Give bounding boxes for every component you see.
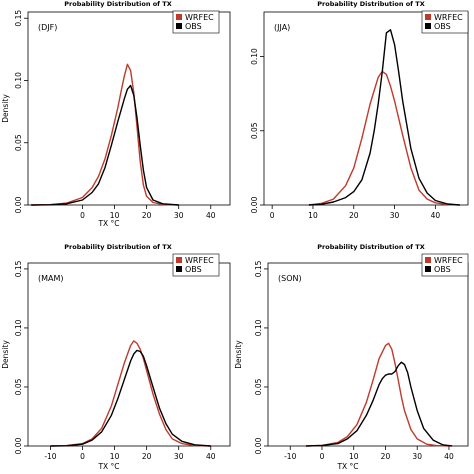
legend-swatch-obs — [425, 266, 431, 272]
chart-title: Probability Distribution of TX — [64, 243, 171, 251]
y-tick-label: 0.00 — [250, 196, 259, 213]
x-tick-label: 10 — [308, 211, 318, 220]
x-axis-label: TX °C — [336, 462, 358, 471]
season-annotation: (DJF) — [38, 23, 57, 32]
x-tick-label: 10 — [110, 452, 120, 461]
legend-box — [421, 10, 469, 34]
season-annotation: (SON) — [278, 274, 302, 283]
legend-label-wrfec: WRFEC — [185, 256, 214, 265]
x-tick-label: 40 — [444, 452, 454, 461]
y-axis-label: Density — [1, 94, 10, 123]
panel-djf: Probability Distribution of TX 0 10 20 30 40 0… — [1, 0, 231, 228]
legend-label-obs: OBS — [185, 265, 202, 274]
panel-son: Probability Distribution of TX -10 0 10 20 30… — [234, 243, 469, 471]
y-tick-label: 0.00 — [14, 196, 23, 213]
legend-label-wrfec: WRFEC — [434, 13, 463, 22]
x-tick-label: -10 — [284, 452, 296, 461]
chart-title: Probability Distribution of TX — [64, 0, 171, 8]
x-tick-label: 30 — [174, 452, 184, 461]
legend-swatch-wrfec — [176, 257, 182, 263]
x-tick-label: 20 — [142, 211, 152, 220]
x-tick-label: 40 — [431, 211, 441, 220]
legend-swatch-obs — [176, 23, 182, 29]
series-line-obs — [306, 361, 453, 447]
plot-frame — [27, 11, 231, 206]
x-tick-label: 10 — [110, 211, 120, 220]
season-annotation: (JJA) — [274, 23, 290, 32]
y-tick-label: 0.05 — [254, 378, 263, 395]
y-tick-label: 0.00 — [14, 437, 23, 454]
legend-label-obs: OBS — [185, 22, 202, 31]
y-tick-label: 0.10 — [250, 48, 259, 65]
chart-title: Probability Distribution of TX — [317, 243, 424, 251]
series-line-obs — [308, 29, 460, 206]
x-tick-label: 30 — [174, 211, 184, 220]
x-tick-label: 0 — [80, 211, 85, 220]
legend-swatch-wrfec — [425, 14, 431, 20]
legend-label-obs: OBS — [434, 22, 451, 31]
legend-box — [172, 10, 220, 34]
x-tick-label: 40 — [206, 211, 216, 220]
legend-swatch-obs — [176, 266, 182, 272]
series-line-wrfec — [306, 342, 450, 447]
y-tick-label: 0.10 — [14, 72, 23, 89]
x-tick-label: 0 — [80, 452, 85, 461]
x-tick-label: 40 — [206, 452, 216, 461]
plot-frame — [267, 262, 469, 447]
series-line-wrfec — [31, 63, 179, 206]
x-tick-label: 10 — [349, 452, 359, 461]
series-line-obs — [31, 84, 179, 206]
legend-label-wrfec: WRFEC — [434, 256, 463, 265]
y-tick-label: 0.15 — [14, 260, 23, 277]
x-axis-label: TX °C — [97, 462, 119, 471]
x-axis-label: TX °C — [97, 219, 119, 228]
y-axis-label: Density — [1, 340, 10, 369]
y-tick-label: 0.15 — [254, 260, 263, 277]
legend-box — [421, 253, 469, 277]
y-tick-label: 0.00 — [254, 437, 263, 454]
legend-label-wrfec: WRFEC — [185, 13, 214, 22]
series-line-obs — [50, 349, 211, 447]
legend-swatch-wrfec — [425, 257, 431, 263]
y-tick-label: 0.05 — [250, 122, 259, 139]
legend-label-obs: OBS — [434, 265, 451, 274]
x-tick-label: 20 — [349, 211, 359, 220]
x-tick-label: 20 — [142, 452, 152, 461]
plot-frame — [27, 262, 231, 447]
x-tick-label: 0 — [270, 211, 275, 220]
y-tick-label: 0.05 — [14, 134, 23, 151]
panel-jja: Probability Distribution of TX 0 10 20 30 40 0… — [250, 0, 469, 220]
plot-frame — [263, 11, 469, 206]
y-tick-label: 0.05 — [14, 378, 23, 395]
series-line-wrfec — [308, 70, 460, 206]
panel-mam: Probability Distribution of TX -10 0 10 20 30… — [1, 243, 231, 471]
x-tick-label: -10 — [44, 452, 56, 461]
legend-box — [172, 253, 220, 277]
y-tick-label: 0.10 — [254, 319, 263, 336]
x-tick-label: 20 — [381, 452, 391, 461]
y-axis-label: Density — [234, 340, 243, 369]
y-tick-label: 0.10 — [14, 319, 23, 336]
y-tick-label: 0.15 — [14, 10, 23, 27]
season-annotation: (MAM) — [38, 274, 64, 283]
series-line-wrfec — [50, 340, 211, 447]
x-tick-label: 30 — [412, 452, 422, 461]
legend-swatch-wrfec — [176, 14, 182, 20]
x-tick-label: 30 — [390, 211, 400, 220]
x-tick-label: 0 — [320, 452, 325, 461]
legend-swatch-obs — [425, 23, 431, 29]
chart-title: Probability Distribution of TX — [317, 0, 424, 8]
